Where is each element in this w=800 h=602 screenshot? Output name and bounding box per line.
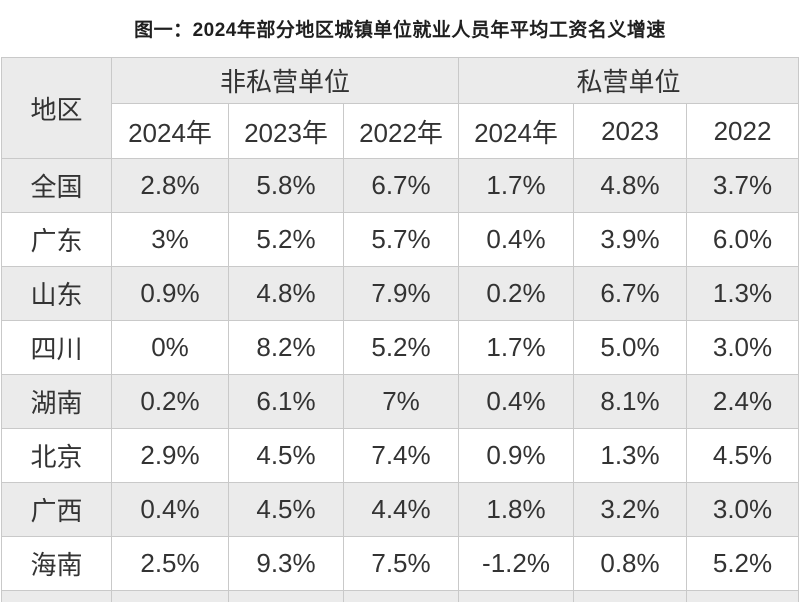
- table-row: 湖南 0.2% 6.1% 7% 0.4% 8.1% 2.4%: [1, 374, 800, 429]
- table-row: 海南 2.5% 9.3% 7.5% -1.2% 0.8% 5.2%: [1, 536, 800, 591]
- value-cell: 3.7%: [685, 158, 800, 213]
- value-cell: 0.2%: [111, 374, 229, 429]
- subheader-private-2022: 2022: [685, 103, 800, 159]
- value-cell: 5.7%: [343, 212, 459, 267]
- value-cell: 4.5%: [228, 428, 344, 483]
- value-cell: 4.8%: [573, 158, 687, 213]
- region-label: 海南: [1, 536, 112, 591]
- table-row: 全国 2.8% 5.8% 6.7% 1.7% 4.8% 3.7%: [1, 158, 800, 213]
- table-row: 广东 3% 5.2% 5.7% 0.4% 3.9% 6.0%: [1, 212, 800, 267]
- partial-next-row: [1, 590, 800, 602]
- value-cell: 0.9%: [458, 428, 574, 483]
- value-cell: 7.5%: [343, 536, 459, 591]
- value-cell: 5.2%: [343, 320, 459, 375]
- value-cell: 6.7%: [573, 266, 687, 321]
- region-label: 山东: [1, 266, 112, 321]
- value-cell: 0.9%: [111, 266, 229, 321]
- table-row: 北京 2.9% 4.5% 7.4% 0.9% 1.3% 4.5%: [1, 428, 800, 483]
- value-cell: 3.9%: [573, 212, 687, 267]
- region-label: 广东: [1, 212, 112, 267]
- value-cell: 5.0%: [573, 320, 687, 375]
- value-cell: 2.4%: [685, 374, 800, 429]
- value-cell: 3.2%: [573, 482, 687, 537]
- value-cell: 6.7%: [343, 158, 459, 213]
- value-cell: 9.3%: [228, 536, 344, 591]
- value-cell: 4.4%: [343, 482, 459, 537]
- value-cell: 1.3%: [573, 428, 687, 483]
- table-row: 山东 0.9% 4.8% 7.9% 0.2% 6.7% 1.3%: [1, 266, 800, 321]
- value-cell: 4.5%: [228, 482, 344, 537]
- value-cell: 1.8%: [458, 482, 574, 537]
- value-cell: 0.8%: [573, 536, 687, 591]
- value-cell: 5.8%: [228, 158, 344, 213]
- value-cell: 0.4%: [111, 482, 229, 537]
- value-cell: 2.5%: [111, 536, 229, 591]
- figure-title: 图一：2024年部分地区城镇单位就业人员年平均工资名义增速: [134, 20, 666, 41]
- value-cell: 4.8%: [228, 266, 344, 321]
- value-cell: 2.8%: [111, 158, 229, 213]
- value-cell: 6.1%: [228, 374, 344, 429]
- region-label: 湖南: [1, 374, 112, 429]
- region-label: 四川: [1, 320, 112, 375]
- value-cell: 0.4%: [458, 212, 574, 267]
- value-cell: 4.5%: [685, 428, 800, 483]
- region-label: 全国: [1, 158, 112, 213]
- subheader-private-2024: 2024年: [458, 103, 574, 159]
- region-label: 北京: [1, 428, 112, 483]
- subheader-nonprivate-2023: 2023年: [228, 103, 344, 159]
- value-cell: 0.2%: [458, 266, 574, 321]
- subheader-nonprivate-2024: 2024年: [111, 103, 229, 159]
- value-cell: 1.7%: [458, 158, 574, 213]
- table-row: 四川 0% 8.2% 5.2% 1.7% 5.0% 3.0%: [1, 320, 800, 375]
- value-cell: 8.2%: [228, 320, 344, 375]
- value-cell: 5.2%: [228, 212, 344, 267]
- subheader-nonprivate-2022: 2022年: [343, 103, 459, 159]
- value-cell: 6.0%: [685, 212, 800, 267]
- value-cell: 1.7%: [458, 320, 574, 375]
- value-cell: 3%: [111, 212, 229, 267]
- table-row: 广西 0.4% 4.5% 4.4% 1.8% 3.2% 3.0%: [1, 482, 800, 537]
- value-cell: 3.0%: [685, 482, 800, 537]
- column-group-non-private: 非私营单位: [111, 57, 459, 104]
- value-cell: 0%: [111, 320, 229, 375]
- column-header-region: 地区: [1, 57, 112, 159]
- value-cell: 3.0%: [685, 320, 800, 375]
- wage-growth-table: 地区 非私营单位 私营单位 2024年 2023年 2022年 2024年 20…: [1, 57, 800, 602]
- value-cell: 0.4%: [458, 374, 574, 429]
- value-cell: -1.2%: [458, 536, 574, 591]
- value-cell: 7%: [343, 374, 459, 429]
- value-cell: 5.2%: [685, 536, 800, 591]
- value-cell: 8.1%: [573, 374, 687, 429]
- value-cell: 1.3%: [685, 266, 800, 321]
- subheader-private-2023: 2023: [573, 103, 687, 159]
- value-cell: 2.9%: [111, 428, 229, 483]
- value-cell: 7.4%: [343, 428, 459, 483]
- region-label: 广西: [1, 482, 112, 537]
- column-group-private: 私营单位: [457, 57, 800, 104]
- value-cell: 7.9%: [343, 266, 459, 321]
